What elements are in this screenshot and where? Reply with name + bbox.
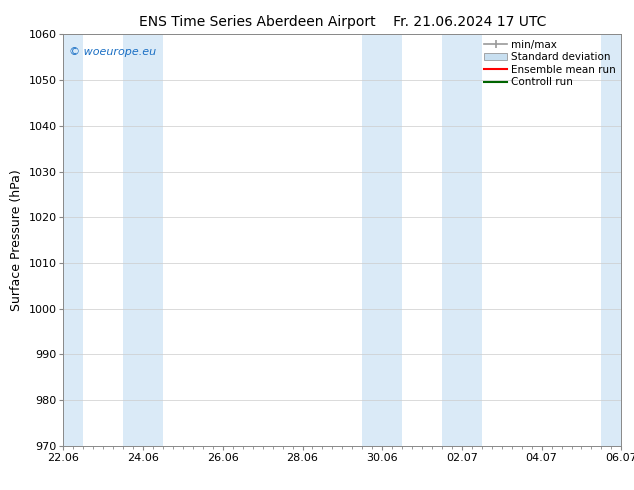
Title: ENS Time Series Aberdeen Airport    Fr. 21.06.2024 17 UTC: ENS Time Series Aberdeen Airport Fr. 21.…: [139, 15, 546, 29]
Bar: [123, 34, 163, 446]
Y-axis label: Surface Pressure (hPa): Surface Pressure (hPa): [10, 169, 23, 311]
Bar: [362, 34, 402, 446]
Legend: min/max, Standard deviation, Ensemble mean run, Controll run: min/max, Standard deviation, Ensemble me…: [482, 37, 618, 89]
Bar: [442, 34, 482, 446]
Bar: [602, 34, 621, 446]
Bar: [63, 34, 83, 446]
Text: © woeurope.eu: © woeurope.eu: [69, 47, 156, 57]
